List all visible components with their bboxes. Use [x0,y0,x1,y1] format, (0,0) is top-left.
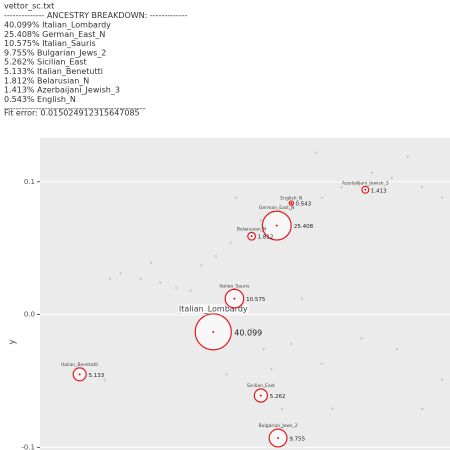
background-point [250,327,253,331]
ancestry-line: 5.133% Italian_Benetutti [4,67,103,76]
ancestry-line: 1.812% Belarusian_N [4,76,89,85]
background-point [320,196,323,199]
ancestry-point [275,224,278,227]
value-label: 5.133 [88,373,104,379]
ancestry-line: 40.099% Italian_Lombardy [4,21,111,30]
population-label: Italian_Lombardy [179,304,248,313]
background-point [189,289,192,292]
background-point [356,180,359,184]
background-point [103,378,107,381]
breakdown-title: -------------- ANCESTRY BREAKDOWN: -----… [4,11,188,20]
background-point [214,254,218,258]
ancestry-point [290,202,293,205]
background-point [340,185,343,189]
background-point [245,228,248,231]
ancestry-line: 5.262% Sicilian_East [4,58,87,67]
value-label: 9.755 [289,437,305,443]
background-point [270,367,273,371]
ancestry-line: 10.575% Italian_Sauris [4,39,96,48]
ancestry-line: 9.755% Bulgarian_Jews_2 [4,48,106,57]
population-label: Bulgarian_Jews_2 [259,423,298,429]
background-point [421,185,424,189]
population-label: Sicilian_East [247,383,275,389]
population-label: Italian_Sauris [219,283,250,289]
background-point [440,378,444,381]
ancestry-point [277,437,280,440]
value-label: 5.262 [270,394,286,400]
background-point [406,155,409,158]
background-point [290,342,293,345]
background-point [315,151,318,154]
value-label: 40.099 [234,328,262,337]
ancestry-line: 0.543% English_N [4,95,76,104]
background-point [331,407,334,411]
background-point [390,176,394,180]
background-point [159,281,162,284]
background-point [234,196,237,199]
value-label: 1.812 [258,235,274,241]
ancestry-point [212,330,215,333]
background-point [320,362,323,365]
y-tick-label: 0.0 [24,311,35,319]
population-label: Azerbaijani_Jewish_3 [342,181,389,187]
background-point [139,277,142,280]
ancestry-point [364,188,367,191]
fit-error: Fit error: 0.015024912315647085 [4,109,140,118]
background-point [360,337,363,340]
population-label: Italian_Benetutti [61,362,98,368]
ancestry-point [78,373,81,376]
value-label: 10.575 [246,297,266,303]
background-point [290,208,293,211]
background-point [395,347,399,351]
background-point [440,196,444,199]
population-label: German_East_N [259,205,295,211]
separator: ----------------------------------------… [4,104,146,113]
plot-panel [40,138,450,450]
value-label: 0.543 [296,202,312,208]
ancestry-point [259,394,262,397]
label-box [177,304,249,314]
background-point [300,297,304,300]
ancestry-line: 25.408% German_East_N [4,30,105,39]
value-label: 1.413 [371,188,387,194]
background-point [262,347,265,351]
background-point [225,373,228,376]
background-point [149,261,153,264]
y-tick-label: 0.1 [24,178,35,186]
background-point [300,201,304,205]
background-point [108,277,112,280]
ancestry-line: 1.413% Azerbaijani_Jewish_3 [4,86,120,95]
background-point [229,241,232,245]
background-point [370,171,374,174]
value-label: 25.408 [294,224,314,230]
background-point [280,407,284,411]
background-point [175,286,178,290]
y-tick-label: -0.1 [21,443,35,450]
population-label: English_N [280,195,302,201]
filename: vettor_sc.txt [4,2,54,11]
population-label: Belarusian_N [237,227,266,233]
background-point [421,407,424,411]
y-axis-label: y [8,339,18,345]
ancestry-point [233,297,236,300]
background-point [200,264,203,267]
ancestry-point [250,235,253,238]
background-point [119,272,122,275]
background-point [259,219,263,222]
